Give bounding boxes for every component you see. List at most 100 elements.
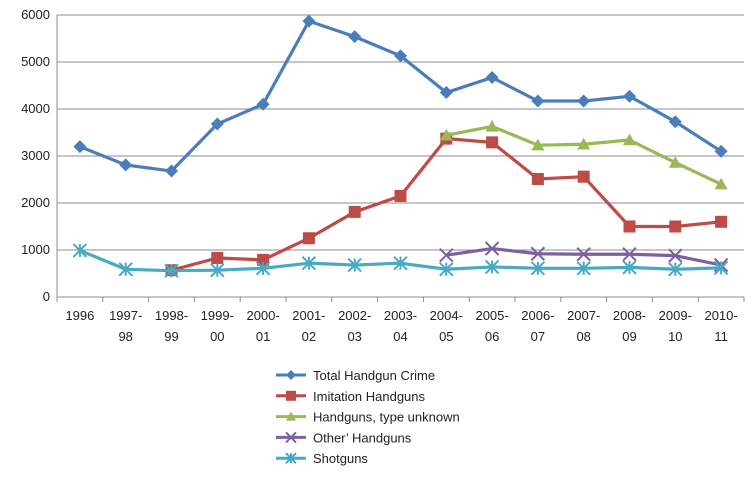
data-point [393, 255, 408, 271]
x-tick-label: 2000- [246, 308, 279, 323]
data-point [394, 49, 407, 63]
data-point [531, 94, 545, 108]
x-tick-label: 98 [118, 329, 132, 344]
data-point [347, 257, 362, 273]
data-point [669, 220, 682, 233]
series-shotguns [72, 243, 729, 278]
x-tick-label: 2001- [292, 308, 325, 323]
data-point [714, 177, 728, 190]
data-point [623, 89, 636, 103]
data-point [118, 262, 133, 277]
data-point [484, 259, 500, 275]
x-tick-label: 01 [256, 329, 270, 344]
data-point [484, 241, 500, 256]
y-tick-labels: 0 1000 2000 3000 4000 5000 6000 [21, 7, 50, 304]
data-point [286, 411, 296, 421]
data-point [530, 246, 546, 261]
y-tick-label: 1000 [21, 242, 50, 257]
series-handguns-type-unknown [439, 119, 728, 190]
x-tick-label: 02 [302, 329, 316, 344]
axes [56, 15, 745, 302]
data-point [715, 215, 728, 228]
data-point [668, 115, 682, 129]
x-tick-label: 1999- [201, 308, 234, 323]
legend-item: Handguns, type unknown [276, 410, 460, 425]
data-point [348, 30, 362, 44]
x-tick-label: 2005- [475, 308, 508, 323]
data-point [73, 140, 87, 154]
data-point [439, 86, 453, 100]
y-tick-label: 0 [43, 289, 50, 304]
data-point [439, 128, 453, 141]
data-point [623, 220, 636, 233]
data-point [72, 243, 88, 258]
legend-label: Shotguns [313, 451, 368, 466]
x-tick-label: 2009- [659, 308, 692, 323]
data-point [285, 431, 297, 444]
data-point [576, 261, 591, 276]
data-point [623, 133, 636, 146]
x-tick-label: 2006- [521, 308, 554, 323]
data-point [286, 370, 296, 380]
x-tick-label: 2004- [430, 308, 463, 323]
data-point [622, 260, 637, 275]
data-point [439, 262, 454, 277]
data-point [348, 205, 361, 218]
data-point [486, 136, 499, 149]
data-point [256, 97, 270, 111]
data-point [576, 247, 591, 262]
legend-label: Total Handgun Crime [313, 368, 435, 383]
data-point [668, 248, 683, 263]
x-tick-label: 2010- [704, 308, 737, 323]
y-tick-label: 5000 [21, 54, 50, 69]
data-point [211, 251, 224, 264]
data-point [714, 144, 728, 158]
data-point [485, 119, 499, 132]
data-point [301, 255, 317, 271]
data-point [577, 94, 591, 108]
x-tick-label: 06 [485, 329, 499, 344]
data-point [302, 14, 316, 28]
x-tick-label: 2003- [384, 308, 417, 323]
legend-item: Other’ Handguns [276, 430, 412, 445]
series-total-handgun-crime [73, 14, 728, 178]
x-tick-label: 03 [347, 329, 361, 344]
x-tick-label: 08 [576, 329, 590, 344]
data-point [531, 173, 544, 186]
data-point [485, 71, 499, 85]
x-tick-label: 04 [393, 329, 407, 344]
data-point [622, 247, 637, 262]
data-point [668, 262, 683, 277]
data-point [257, 253, 270, 266]
x-tick-label: 2007- [567, 308, 600, 323]
x-tick-label: 2002- [338, 308, 371, 323]
x-tick-label: 1998- [155, 308, 188, 323]
x-tick-label: 1997- [109, 308, 142, 323]
series-other-handguns [439, 241, 729, 273]
legend-item: Imitation Handguns [276, 389, 426, 404]
x-tick-label: 07 [531, 329, 545, 344]
data-point [286, 390, 296, 401]
data-point [165, 164, 178, 178]
y-tick-label: 6000 [21, 7, 50, 22]
legend-label: Other’ Handguns [313, 430, 412, 445]
data-point [210, 117, 224, 131]
x-tick-label: 00 [210, 329, 224, 344]
legend-item: Shotguns [276, 451, 368, 466]
x-tick-label: 09 [622, 329, 636, 344]
legend-label: Imitation Handguns [313, 389, 426, 404]
data-point [119, 158, 133, 172]
x-tick-label: 05 [439, 329, 453, 344]
legend: Total Handgun Crime Imitation Handguns Han… [276, 368, 460, 466]
data-point [530, 261, 546, 276]
data-point [255, 261, 271, 276]
legend-item: Total Handgun Crime [276, 368, 435, 383]
x-tick-label: 11 [714, 329, 728, 344]
y-tick-label: 3000 [21, 148, 50, 163]
data-point [210, 263, 225, 278]
y-tick-label: 2000 [21, 195, 50, 210]
series-lines [72, 14, 729, 278]
data-point [394, 189, 407, 202]
data-point [577, 137, 591, 150]
data-point [531, 138, 545, 151]
